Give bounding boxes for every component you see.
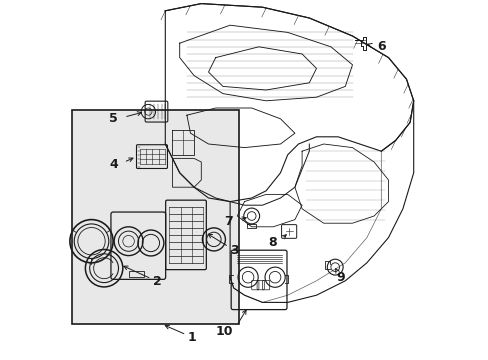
Text: 8: 8	[268, 237, 276, 249]
Text: 1: 1	[187, 331, 196, 344]
Bar	[208, 162, 230, 176]
Text: 3: 3	[230, 244, 238, 257]
Bar	[129, 271, 143, 277]
Text: 5: 5	[109, 112, 118, 125]
Text: 9: 9	[335, 271, 344, 284]
Bar	[72, 110, 239, 324]
Bar	[73, 112, 237, 322]
Bar	[208, 198, 230, 212]
Text: 6: 6	[376, 40, 385, 53]
Text: 2: 2	[153, 275, 162, 288]
Text: 4: 4	[109, 158, 118, 171]
Text: 10: 10	[215, 325, 232, 338]
Text: 7: 7	[224, 215, 232, 228]
Bar	[208, 180, 230, 194]
